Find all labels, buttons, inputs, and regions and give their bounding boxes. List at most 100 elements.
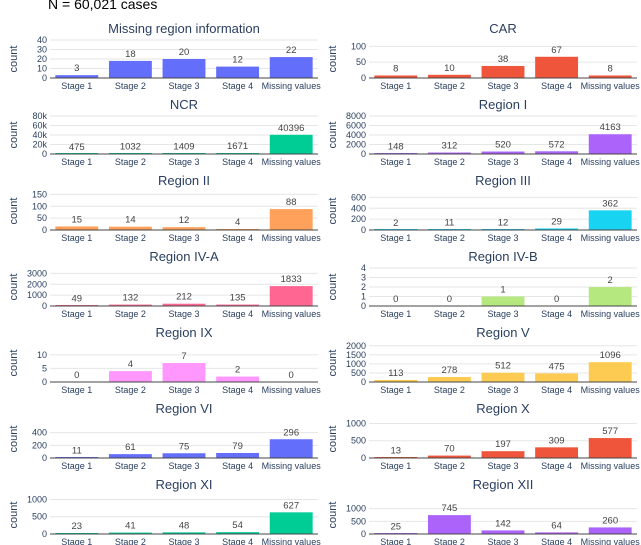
subplot-title-region-iv-a: Region IV-A [149,249,219,264]
data-label: 8 [393,63,398,74]
bar-stage-3 [162,453,206,458]
data-label: 577 [602,426,618,437]
y-tick-label: 10 [37,350,47,360]
x-tick-label: Stage 4 [541,81,572,91]
data-label: 23 [72,521,83,532]
bar-stage-3 [162,303,206,306]
y-tick-label: 20k [32,140,47,150]
y-tick-label: 50 [37,213,47,223]
x-tick-label: Stage 1 [61,233,92,243]
x-tick-label: Stage 3 [487,385,518,395]
x-tick-label: Stage 1 [61,385,92,395]
data-label: 1833 [281,274,302,285]
y-axis-label-region-v: count [327,350,339,377]
y-axis-label-region-ii: count [8,198,20,225]
y-axis-label-car: count [327,46,339,73]
y-tick-label: 0 [361,377,366,387]
bar-stage-4 [535,532,579,534]
bar-missing-values [269,209,313,230]
subplot-region-xii: Region XII count 0 500 1000 25 Stage 1 745 Stage… [327,477,640,545]
bar-stage-4 [216,66,260,78]
x-tick-label: Missing values [581,385,641,395]
y-tick-label: 0 [42,529,47,539]
data-label: 12 [232,55,243,66]
x-tick-label: Stage 1 [61,81,92,91]
data-label: 12 [179,215,190,226]
data-label: 212 [176,292,192,303]
data-label: 113 [388,368,403,379]
subplot-region-vi: Region VI count 0 200 400 11 Stage 1 61 Stage 2 7… [8,401,321,471]
y-tick-label: 2000 [346,140,366,150]
y-tick-label: 500 [351,516,366,526]
data-label: 11 [72,445,82,456]
x-tick-label: Stage 1 [380,157,411,167]
data-label: 1671 [227,141,248,152]
x-tick-label: Stage 4 [541,385,572,395]
bar-missing-values [269,512,313,534]
x-tick-label: Stage 3 [168,385,199,395]
y-tick-label: 30 [37,45,47,55]
y-tick-label: 100 [351,41,366,51]
subplot-title-region-xi: Region XI [155,477,212,492]
data-label: 18 [125,49,136,60]
y-tick-label: 0 [361,225,366,235]
bar-stage-3 [481,451,525,458]
x-tick-label: Stage 2 [115,81,146,91]
x-tick-label: Stage 2 [115,309,146,319]
data-label: 0 [554,294,559,305]
data-label: 475 [69,142,85,153]
y-axis-label-ncr: count [8,122,20,149]
data-label: 4 [128,359,133,370]
bar-stage-2 [427,152,471,154]
bar-stage-3 [481,296,525,306]
x-tick-label: Stage 1 [380,81,411,91]
y-axis-label-missing-region-information: count [8,46,20,73]
x-tick-label: Stage 1 [380,537,411,545]
x-tick-label: Stage 2 [434,157,465,167]
subplot-title-region-xii: Region XII [473,477,534,492]
bar-stage-4 [216,532,260,534]
data-label: 10 [444,63,455,74]
bar-missing-values [269,134,313,154]
x-tick-label: Stage 4 [541,309,572,319]
y-tick-label: 1000 [346,418,366,428]
y-tick-label: 400 [32,428,47,438]
y-tick-label: 2 [361,282,366,292]
y-tick-label: 1000 [27,290,47,300]
y-tick-label: 0 [361,529,366,539]
data-label: 0 [74,370,79,381]
x-tick-label: Stage 2 [115,157,146,167]
data-label: 745 [441,503,457,514]
bar-stage-4 [216,304,260,306]
x-tick-label: Missing values [262,461,322,471]
y-tick-label: 40 [37,35,47,45]
y-tick-label: 5 [42,363,47,373]
bar-stage-4 [535,151,579,154]
bar-stage-4 [535,228,579,230]
bar-missing-values [269,286,313,306]
bar-stage-2 [427,515,471,534]
data-label: 296 [283,427,299,438]
subplot-missing-region-information: Missing region informationcount010203040… [8,21,321,91]
x-tick-label: Missing values [262,309,322,319]
x-tick-label: Stage 3 [168,309,199,319]
data-label: 572 [549,139,565,150]
data-label: 132 [122,293,138,304]
bar-stage-2 [108,454,152,458]
subplot-title-region-i: Region I [479,97,527,112]
subplot-car: CAR count 0 50 100 8 Stage 1 10 Stage 2 38 Stage 3… [327,21,640,91]
x-tick-label: Stage 1 [380,309,411,319]
y-tick-label: 0 [42,73,47,83]
data-label: 8 [608,63,613,74]
x-tick-label: Missing values [581,233,641,243]
data-label: 3 [74,63,79,74]
x-tick-label: Stage 4 [222,157,253,167]
x-tick-label: Missing values [262,233,322,243]
y-tick-label: 0 [361,453,366,463]
x-tick-label: Stage 2 [434,81,465,91]
bar-stage-4 [216,452,260,458]
